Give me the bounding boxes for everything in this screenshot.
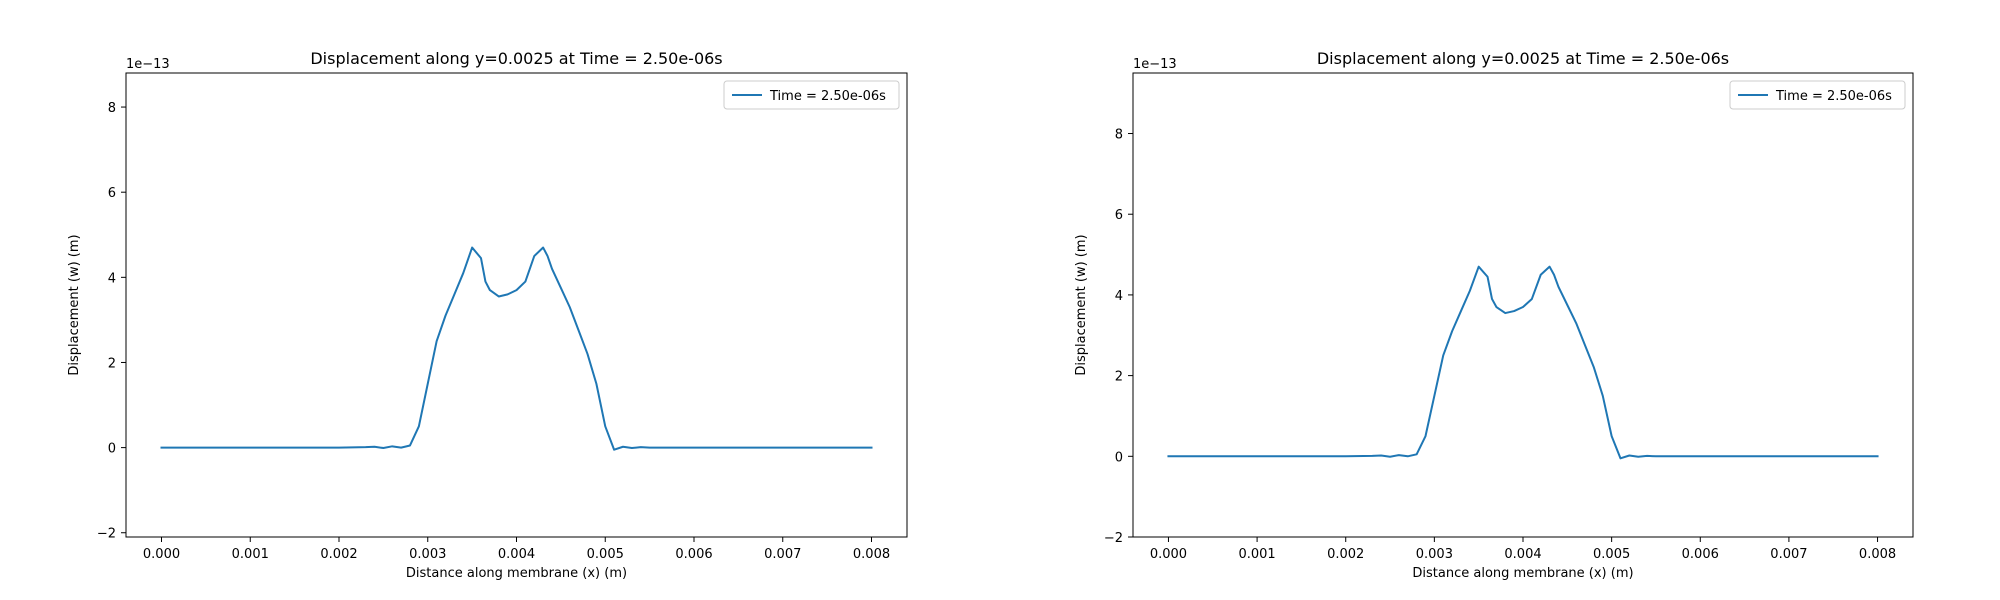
x-axis-label: Distance along membrane (x) (m) [1412,566,1633,581]
y-tick-label: 2 [1115,370,1123,385]
x-tick-label: 0.002 [320,547,357,562]
legend-label: Time = 2.50e-06s [1775,89,1892,104]
x-tick-label: 0.004 [1504,547,1541,562]
x-tick-label: 0.000 [143,547,180,562]
legend-label: Time = 2.50e-06s [769,89,886,104]
y-tick-label: 0 [108,442,116,457]
x-axis-label: Distance along membrane (x) (m) [406,566,627,581]
x-tick-label: 0.007 [764,547,801,562]
x-tick-label: 0.008 [1859,547,1896,562]
y-axis-label: Displacement (w) (m) [67,234,82,375]
x-tick-label: 0.008 [853,547,890,562]
legend-box [1729,80,1906,110]
x-tick-label: 0.003 [1416,547,1453,562]
x-tick-label: 0.006 [675,547,712,562]
series-line-1 [160,246,873,451]
x-tick-label: 0.005 [1593,547,1630,562]
y-tick-label: 6 [108,186,116,201]
legend-box [723,80,900,110]
y-tick-label: 6 [1115,208,1123,223]
y-offset-text: 1e−13 [126,57,170,72]
y-tick-label: −2 [1104,531,1123,546]
series-line-1 [1167,265,1879,460]
legend: Time = 2.50e-06s [1729,80,1906,110]
x-tick-label: 0.006 [1682,547,1719,562]
chart-title: Displacement along y=0.0025 at Time = 2.… [1317,49,1729,68]
y-tick-label: −2 [97,527,116,542]
chart-1: Displacement along y=0.0025 at Time = 2.… [67,49,908,581]
y-tick-label: 8 [108,101,116,116]
x-tick-label: 0.005 [587,547,624,562]
x-tick-label: 0.001 [232,547,269,562]
y-tick-label: 2 [108,356,116,371]
x-tick-label: 0.003 [409,547,446,562]
chart-2: Displacement along y=0.0025 at Time = 2.… [1074,49,1914,581]
x-tick-label: 0.004 [498,547,535,562]
y-tick-label: 4 [108,271,116,286]
x-tick-label: 0.000 [1150,547,1187,562]
y-axis-label: Displacement (w) (m) [1074,234,1089,375]
y-offset-text: 1e−13 [1133,57,1177,72]
x-tick-label: 0.001 [1238,547,1275,562]
y-tick-label: 0 [1115,450,1123,465]
legend: Time = 2.50e-06s [723,80,900,110]
x-tick-label: 0.002 [1327,547,1364,562]
y-tick-label: 8 [1115,128,1123,143]
x-tick-label: 0.007 [1770,547,1807,562]
y-tick-label: 4 [1115,289,1123,304]
chart-title: Displacement along y=0.0025 at Time = 2.… [310,49,722,68]
